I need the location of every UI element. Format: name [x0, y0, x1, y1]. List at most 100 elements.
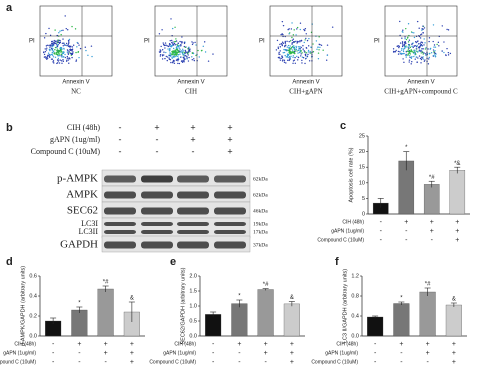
- flow-event: [67, 59, 70, 61]
- flow-event: [447, 51, 450, 54]
- flow-event: [425, 54, 427, 56]
- flow-event: [186, 58, 188, 60]
- flow-event: [422, 25, 424, 27]
- flow-event: [299, 41, 301, 43]
- flow-event: [279, 50, 281, 52]
- flow-event: [312, 51, 315, 53]
- treatment-sign: -: [52, 341, 55, 348]
- flow-event: [172, 55, 174, 57]
- flow-event: [65, 27, 67, 30]
- flow-event: [399, 42, 402, 44]
- flow-event: [163, 54, 165, 56]
- flow-event: [167, 45, 170, 48]
- flow-event: [407, 54, 409, 56]
- flow-event: [297, 59, 299, 61]
- flow-event: [301, 52, 303, 54]
- flow-event: [418, 49, 421, 51]
- flow-event: [411, 43, 413, 45]
- flow-event: [423, 60, 426, 62]
- blot-band: [214, 241, 246, 249]
- flow-event: [286, 46, 289, 48]
- treatment-sign: +: [154, 122, 159, 132]
- flow-event: [79, 47, 82, 50]
- flow-event: [416, 45, 418, 48]
- flow-event: [282, 52, 284, 54]
- flow-event: [175, 38, 177, 40]
- flow-event: [165, 44, 167, 46]
- flow-event: [302, 57, 305, 59]
- treatment-label: CIH (48h): [336, 341, 358, 347]
- flow-event: [71, 56, 73, 59]
- flow-event: [181, 60, 183, 62]
- treatment-sign: -: [212, 350, 215, 357]
- flow-event: [183, 51, 186, 54]
- flow-event: [177, 42, 180, 44]
- flow-event: [43, 56, 46, 58]
- flow-event: [169, 58, 172, 61]
- flow-event: [432, 40, 434, 43]
- flow-event: [46, 58, 48, 60]
- flow-event: [67, 29, 69, 31]
- flow-event: [76, 46, 78, 48]
- significance-mark: *#: [429, 175, 435, 181]
- flow-event: [411, 61, 413, 63]
- flow-event: [175, 54, 177, 56]
- flow-event: [428, 37, 431, 39]
- flow-event: [43, 53, 46, 56]
- flow-event: [285, 62, 287, 64]
- flow-y-label: PI: [144, 39, 150, 45]
- blot-label: AMPK: [66, 189, 98, 201]
- flow-event: [54, 56, 57, 58]
- flow-event: [288, 59, 290, 62]
- flow-event: [191, 52, 194, 54]
- treatment-label: Compound C (10uM): [31, 147, 101, 156]
- treatment-label: CIH (48h): [14, 341, 36, 347]
- flow-event: [291, 49, 294, 51]
- blot-size: 62kDa: [253, 192, 268, 198]
- flow-event: [64, 15, 66, 17]
- flow-event: [59, 48, 62, 51]
- treatment-sign: -: [78, 350, 81, 357]
- flow-event: [418, 27, 420, 29]
- flow-event: [161, 49, 164, 51]
- flow-event: [415, 53, 417, 55]
- flow-event: [67, 40, 70, 42]
- flow-event: [304, 51, 306, 53]
- flow-event: [182, 50, 185, 52]
- flow-event: [433, 46, 435, 48]
- flow-event: [57, 62, 59, 64]
- flow-event: [169, 40, 171, 42]
- flow-event: [60, 60, 63, 62]
- flow-event: [66, 59, 68, 61]
- flow-event: [78, 56, 80, 59]
- flow-event: [191, 58, 193, 61]
- flow-event: [412, 51, 415, 53]
- flow-event: [294, 50, 296, 53]
- flow-event: [171, 39, 173, 42]
- flow-event: [177, 60, 179, 62]
- treatment-sign: +: [190, 122, 195, 132]
- flow-event: [181, 36, 183, 38]
- flow-event: [305, 37, 307, 40]
- flow-event: [60, 51, 62, 54]
- flow-event: [291, 42, 293, 44]
- flow-event: [195, 54, 197, 57]
- flow-event: [318, 49, 320, 51]
- flow-event: [172, 47, 175, 50]
- flow-event: [409, 51, 411, 53]
- treatment-sign: -: [400, 359, 403, 366]
- flow-event: [180, 44, 182, 47]
- treatment-label: CIH (48h): [67, 123, 100, 132]
- y-tick-label: 15: [359, 165, 365, 171]
- flow-event: [72, 51, 74, 53]
- flow-event: [64, 53, 66, 56]
- flow-event: [163, 51, 165, 53]
- flow-event: [52, 56, 55, 58]
- flow-event: [174, 55, 176, 58]
- treatment-sign: +: [130, 359, 134, 366]
- flow-event: [75, 51, 77, 54]
- flow-event: [408, 50, 411, 52]
- flow-event: [290, 28, 293, 30]
- treatment-sign: +: [237, 341, 241, 348]
- blot-size: 62kDa: [253, 176, 268, 182]
